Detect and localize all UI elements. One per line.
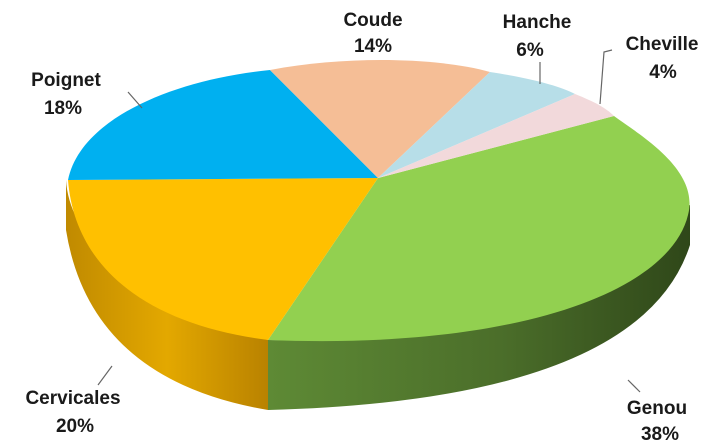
label-genou-value: 38% (641, 424, 679, 445)
label-coude-name: Coude (343, 10, 402, 31)
side-wall-genou (268, 205, 690, 410)
label-poignet-value: 18% (44, 98, 82, 119)
label-hanche-name: Hanche (503, 12, 572, 33)
slice-poignet (68, 70, 378, 180)
label-hanche-value: 6% (516, 40, 544, 61)
label-cervicales-name: Cervicales (25, 388, 120, 409)
slice-cervicales (68, 178, 378, 340)
slice-genou (268, 116, 690, 342)
label-cheville-value: 4% (649, 62, 677, 83)
label-genou-name: Genou (627, 398, 687, 419)
slice-coude (270, 60, 490, 178)
leader-genou (627, 379, 641, 393)
label-coude-value: 14% (354, 36, 392, 57)
label-poignet-name: Poignet (31, 70, 101, 91)
side-wall-cervicales (66, 180, 268, 410)
leader-cervicales (97, 365, 113, 386)
leader-poignet (127, 91, 143, 109)
label-cervicales-value: 20% (56, 416, 94, 437)
label-cheville-name: Cheville (626, 34, 699, 55)
slice-cheville (378, 94, 614, 178)
slice-hanche (378, 72, 575, 178)
leader-cheville (599, 49, 613, 105)
